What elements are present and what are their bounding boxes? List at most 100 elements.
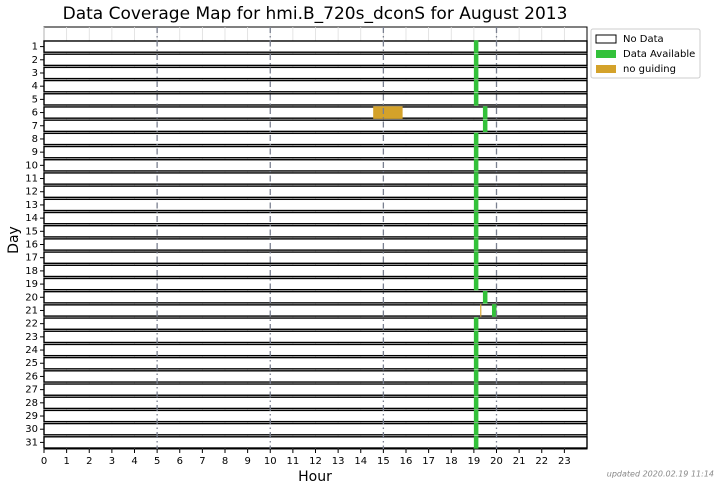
legend-swatch <box>596 50 616 58</box>
coverage-bar <box>491 304 497 317</box>
no-data-row <box>43 317 588 330</box>
legend-swatch <box>596 65 616 73</box>
x-tick-label: 16 <box>400 456 413 467</box>
coverage-bar <box>482 119 488 133</box>
y-tick-label: 17 <box>25 253 38 264</box>
y-tick-label: 24 <box>25 345 38 356</box>
no-data-row <box>43 198 588 212</box>
y-tick-label: 20 <box>25 292 38 303</box>
coverage-bar <box>473 370 479 383</box>
y-tick-label: 3 <box>32 68 38 79</box>
no-data-row <box>43 79 588 93</box>
coverage-bar <box>373 106 403 119</box>
y-tick-label: 27 <box>25 385 38 396</box>
y-tick-label: 18 <box>25 266 38 277</box>
coverage-bar <box>473 159 479 172</box>
footnote: updated 2020.02.19 11:14 <box>607 470 714 479</box>
x-tick-label: 15 <box>377 456 390 467</box>
no-data-row <box>43 106 588 119</box>
y-tick-label: 31 <box>25 437 38 448</box>
no-data-row <box>43 159 588 172</box>
x-tick-label: 7 <box>199 456 205 467</box>
coverage-bar <box>473 264 479 278</box>
no-data-row <box>43 93 588 106</box>
y-tick-label: 16 <box>25 240 38 251</box>
y-tick-label: 12 <box>25 187 38 198</box>
no-data-row <box>43 132 588 146</box>
coverage-bar <box>473 356 479 370</box>
y-tick-label: 29 <box>25 411 38 422</box>
coverage-bar <box>473 317 479 330</box>
y-tick-label: 8 <box>32 134 38 145</box>
coverage-bar <box>473 383 479 396</box>
coverage-bar <box>473 436 479 449</box>
coverage-bar <box>480 304 482 317</box>
coverage-bar <box>473 343 479 357</box>
x-tick-label: 2 <box>86 456 92 467</box>
coverage-bar <box>473 172 479 185</box>
no-data-row <box>43 66 588 80</box>
coverage-bar <box>473 251 479 264</box>
legend-label: Data Available <box>623 49 695 60</box>
x-tick-label: 17 <box>422 456 435 467</box>
coverage-bar <box>473 145 479 159</box>
no-data-row <box>43 330 588 344</box>
x-tick-label: 13 <box>332 456 345 467</box>
coverage-bar <box>473 93 479 106</box>
x-tick-label: 11 <box>287 456 300 467</box>
no-data-row <box>43 53 588 67</box>
legend-swatch <box>595 34 617 44</box>
y-tick-label: 21 <box>25 305 38 316</box>
y-tick-label: 2 <box>32 55 38 66</box>
coverage-bar <box>473 132 479 146</box>
coverage-bar <box>473 40 479 53</box>
x-axis-label: Hour <box>298 469 332 485</box>
x-tick-label: 9 <box>244 456 250 467</box>
no-data-row <box>43 277 588 291</box>
no-data-row <box>43 172 588 185</box>
chart-title: Data Coverage Map for hmi.B_720s_dconS f… <box>63 4 568 24</box>
legend-box <box>590 28 701 79</box>
coverage-bar <box>473 211 479 225</box>
coverage-bar <box>473 66 479 80</box>
no-data-row <box>43 119 588 133</box>
no-data-row <box>43 264 588 278</box>
y-tick-label: 4 <box>32 81 38 92</box>
y-tick-label: 30 <box>25 424 38 435</box>
y-tick-label: 7 <box>32 121 38 132</box>
y-axis-label: Day <box>6 226 22 254</box>
x-tick-label: 4 <box>131 456 137 467</box>
no-data-row <box>43 251 588 265</box>
y-tick-label: 28 <box>25 398 38 409</box>
y-tick-label: 26 <box>25 371 38 382</box>
x-tick-label: 1 <box>63 456 69 467</box>
x-tick-label: 18 <box>445 456 458 467</box>
no-data-row <box>43 290 588 304</box>
coverage-bar <box>473 409 479 423</box>
no-data-row <box>43 145 588 159</box>
coverage-bar <box>473 422 479 436</box>
coverage-bar <box>482 291 488 304</box>
no-data-row <box>43 356 588 370</box>
no-data-row <box>43 211 588 225</box>
no-data-row <box>43 409 588 423</box>
coverage-bar <box>473 53 479 67</box>
coverage-bar <box>473 396 479 410</box>
legend-label: no guiding <box>623 64 676 75</box>
coverage-bar <box>473 79 479 93</box>
x-tick-label: 20 <box>490 456 503 467</box>
x-tick-label: 10 <box>264 456 277 467</box>
coverage-bar <box>482 106 488 119</box>
x-tick-label: 23 <box>558 456 571 467</box>
y-tick-label: 6 <box>32 108 38 119</box>
y-tick-label: 22 <box>25 319 38 330</box>
x-tick-label: 12 <box>309 456 322 467</box>
x-tick-label: 5 <box>154 456 160 467</box>
y-tick-label: 19 <box>25 279 38 290</box>
x-tick-label: 14 <box>354 456 367 467</box>
y-tick-label: 13 <box>25 200 38 211</box>
y-tick-label: 25 <box>25 358 38 369</box>
x-tick-label: 19 <box>468 456 481 467</box>
no-data-row <box>43 422 588 436</box>
